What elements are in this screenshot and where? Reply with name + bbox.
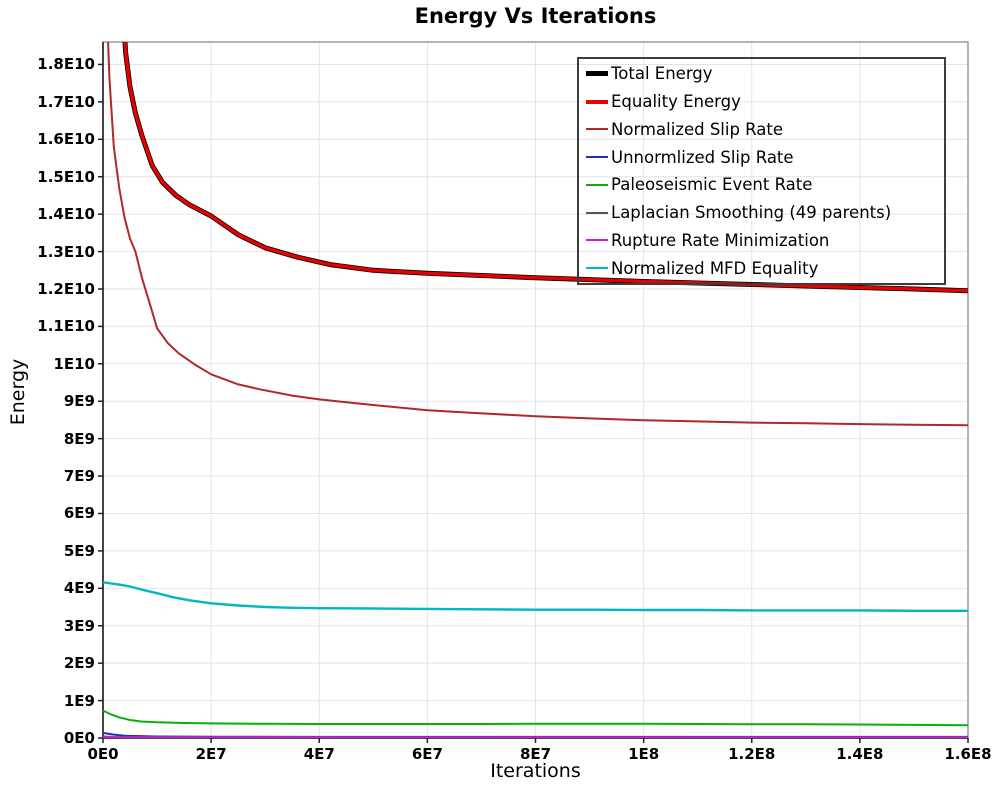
y-tick-label: 1.2E10 bbox=[37, 279, 95, 298]
legend-label: Paleoseismic Event Rate bbox=[611, 175, 813, 195]
y-tick-label: 4E9 bbox=[63, 579, 95, 598]
legend-swatch-equality-energy bbox=[586, 99, 608, 104]
legend-item: Rupture Rate Minimization bbox=[586, 227, 940, 253]
y-tick-label: 1.1E10 bbox=[37, 317, 95, 336]
legend-label: Laplacian Smoothing (49 parents) bbox=[611, 203, 892, 223]
x-tick-label: 2E7 bbox=[195, 745, 227, 763]
legend-item: Unnormlized Slip Rate bbox=[586, 144, 940, 170]
legend-label: Rupture Rate Minimization bbox=[611, 230, 830, 250]
x-tick-label: 4E7 bbox=[303, 745, 335, 763]
legend-swatch-rupture-rate-minimization bbox=[586, 239, 608, 242]
legend: Total Energy Equality Energy Normalized Sl… bbox=[577, 57, 946, 285]
x-tick-label: 0E0 bbox=[87, 745, 119, 763]
series-paleoseismic-event-rate bbox=[103, 709, 968, 727]
x-tick-label: 6E7 bbox=[411, 745, 443, 763]
y-tick-label: 5E9 bbox=[63, 541, 95, 560]
y-tick-label: 7E9 bbox=[63, 467, 95, 486]
legend-item: Normalized Slip Rate bbox=[586, 116, 940, 142]
y-tick-label: 3E9 bbox=[63, 616, 95, 635]
legend-swatch-paleoseismic-event-rate bbox=[586, 183, 608, 186]
legend-swatch-laplacian-smoothing-49-parents bbox=[586, 211, 608, 214]
x-tick-label: 8E7 bbox=[519, 745, 552, 763]
legend-swatch-normalized-mfd-equality bbox=[586, 267, 608, 270]
chart-title: Energy Vs Iterations bbox=[414, 4, 657, 28]
legend-label: Unnormlized Slip Rate bbox=[611, 147, 794, 167]
x-tick-label: 1E8 bbox=[628, 745, 660, 763]
x-tick-label: 1.4E8 bbox=[836, 745, 884, 763]
legend-item: Laplacian Smoothing (49 parents) bbox=[586, 200, 940, 226]
y-tick-label: 9E9 bbox=[63, 392, 95, 411]
y-tick-label: 1E10 bbox=[53, 354, 95, 373]
y-tick-label: 1.6E10 bbox=[37, 130, 95, 149]
legend-label: Equality Energy bbox=[611, 92, 741, 112]
legend-item: Normalized MFD Equality bbox=[586, 255, 940, 281]
legend-item: Paleoseismic Event Rate bbox=[586, 172, 940, 198]
legend-swatch-total-energy bbox=[586, 71, 608, 77]
legend-swatch-unnormlized-slip-rate bbox=[586, 156, 608, 159]
y-tick-label: 1.5E10 bbox=[37, 167, 95, 186]
y-axis-title: Energy bbox=[7, 358, 29, 426]
legend-swatch-normalized-slip-rate bbox=[586, 128, 608, 131]
series-normalized-mfd-equality bbox=[103, 581, 968, 612]
x-tick-label: 1.6E8 bbox=[944, 745, 992, 763]
legend-label: Normalized Slip Rate bbox=[611, 119, 784, 139]
y-tick-label: 2E9 bbox=[63, 654, 95, 673]
y-tick-label: 1.3E10 bbox=[37, 242, 95, 261]
y-tick-label: 1.8E10 bbox=[37, 55, 95, 74]
legend-item: Total Energy bbox=[586, 61, 940, 87]
y-tick-label: 1.7E10 bbox=[37, 92, 95, 111]
y-tick-label: 6E9 bbox=[63, 504, 95, 523]
y-tick-label: 1E9 bbox=[63, 691, 95, 710]
y-tick-label: 8E9 bbox=[63, 429, 95, 448]
y-tick-label: 0E0 bbox=[63, 729, 95, 747]
legend-label: Total Energy bbox=[611, 64, 713, 84]
x-axis-title: Iterations bbox=[490, 760, 581, 782]
legend-item: Equality Energy bbox=[586, 89, 940, 115]
legend-label: Normalized MFD Equality bbox=[611, 258, 819, 278]
y-tick-label: 1.4E10 bbox=[37, 205, 95, 224]
series-normalized-slip-rate bbox=[107, 42, 968, 427]
x-tick-label: 1.2E8 bbox=[728, 745, 776, 763]
